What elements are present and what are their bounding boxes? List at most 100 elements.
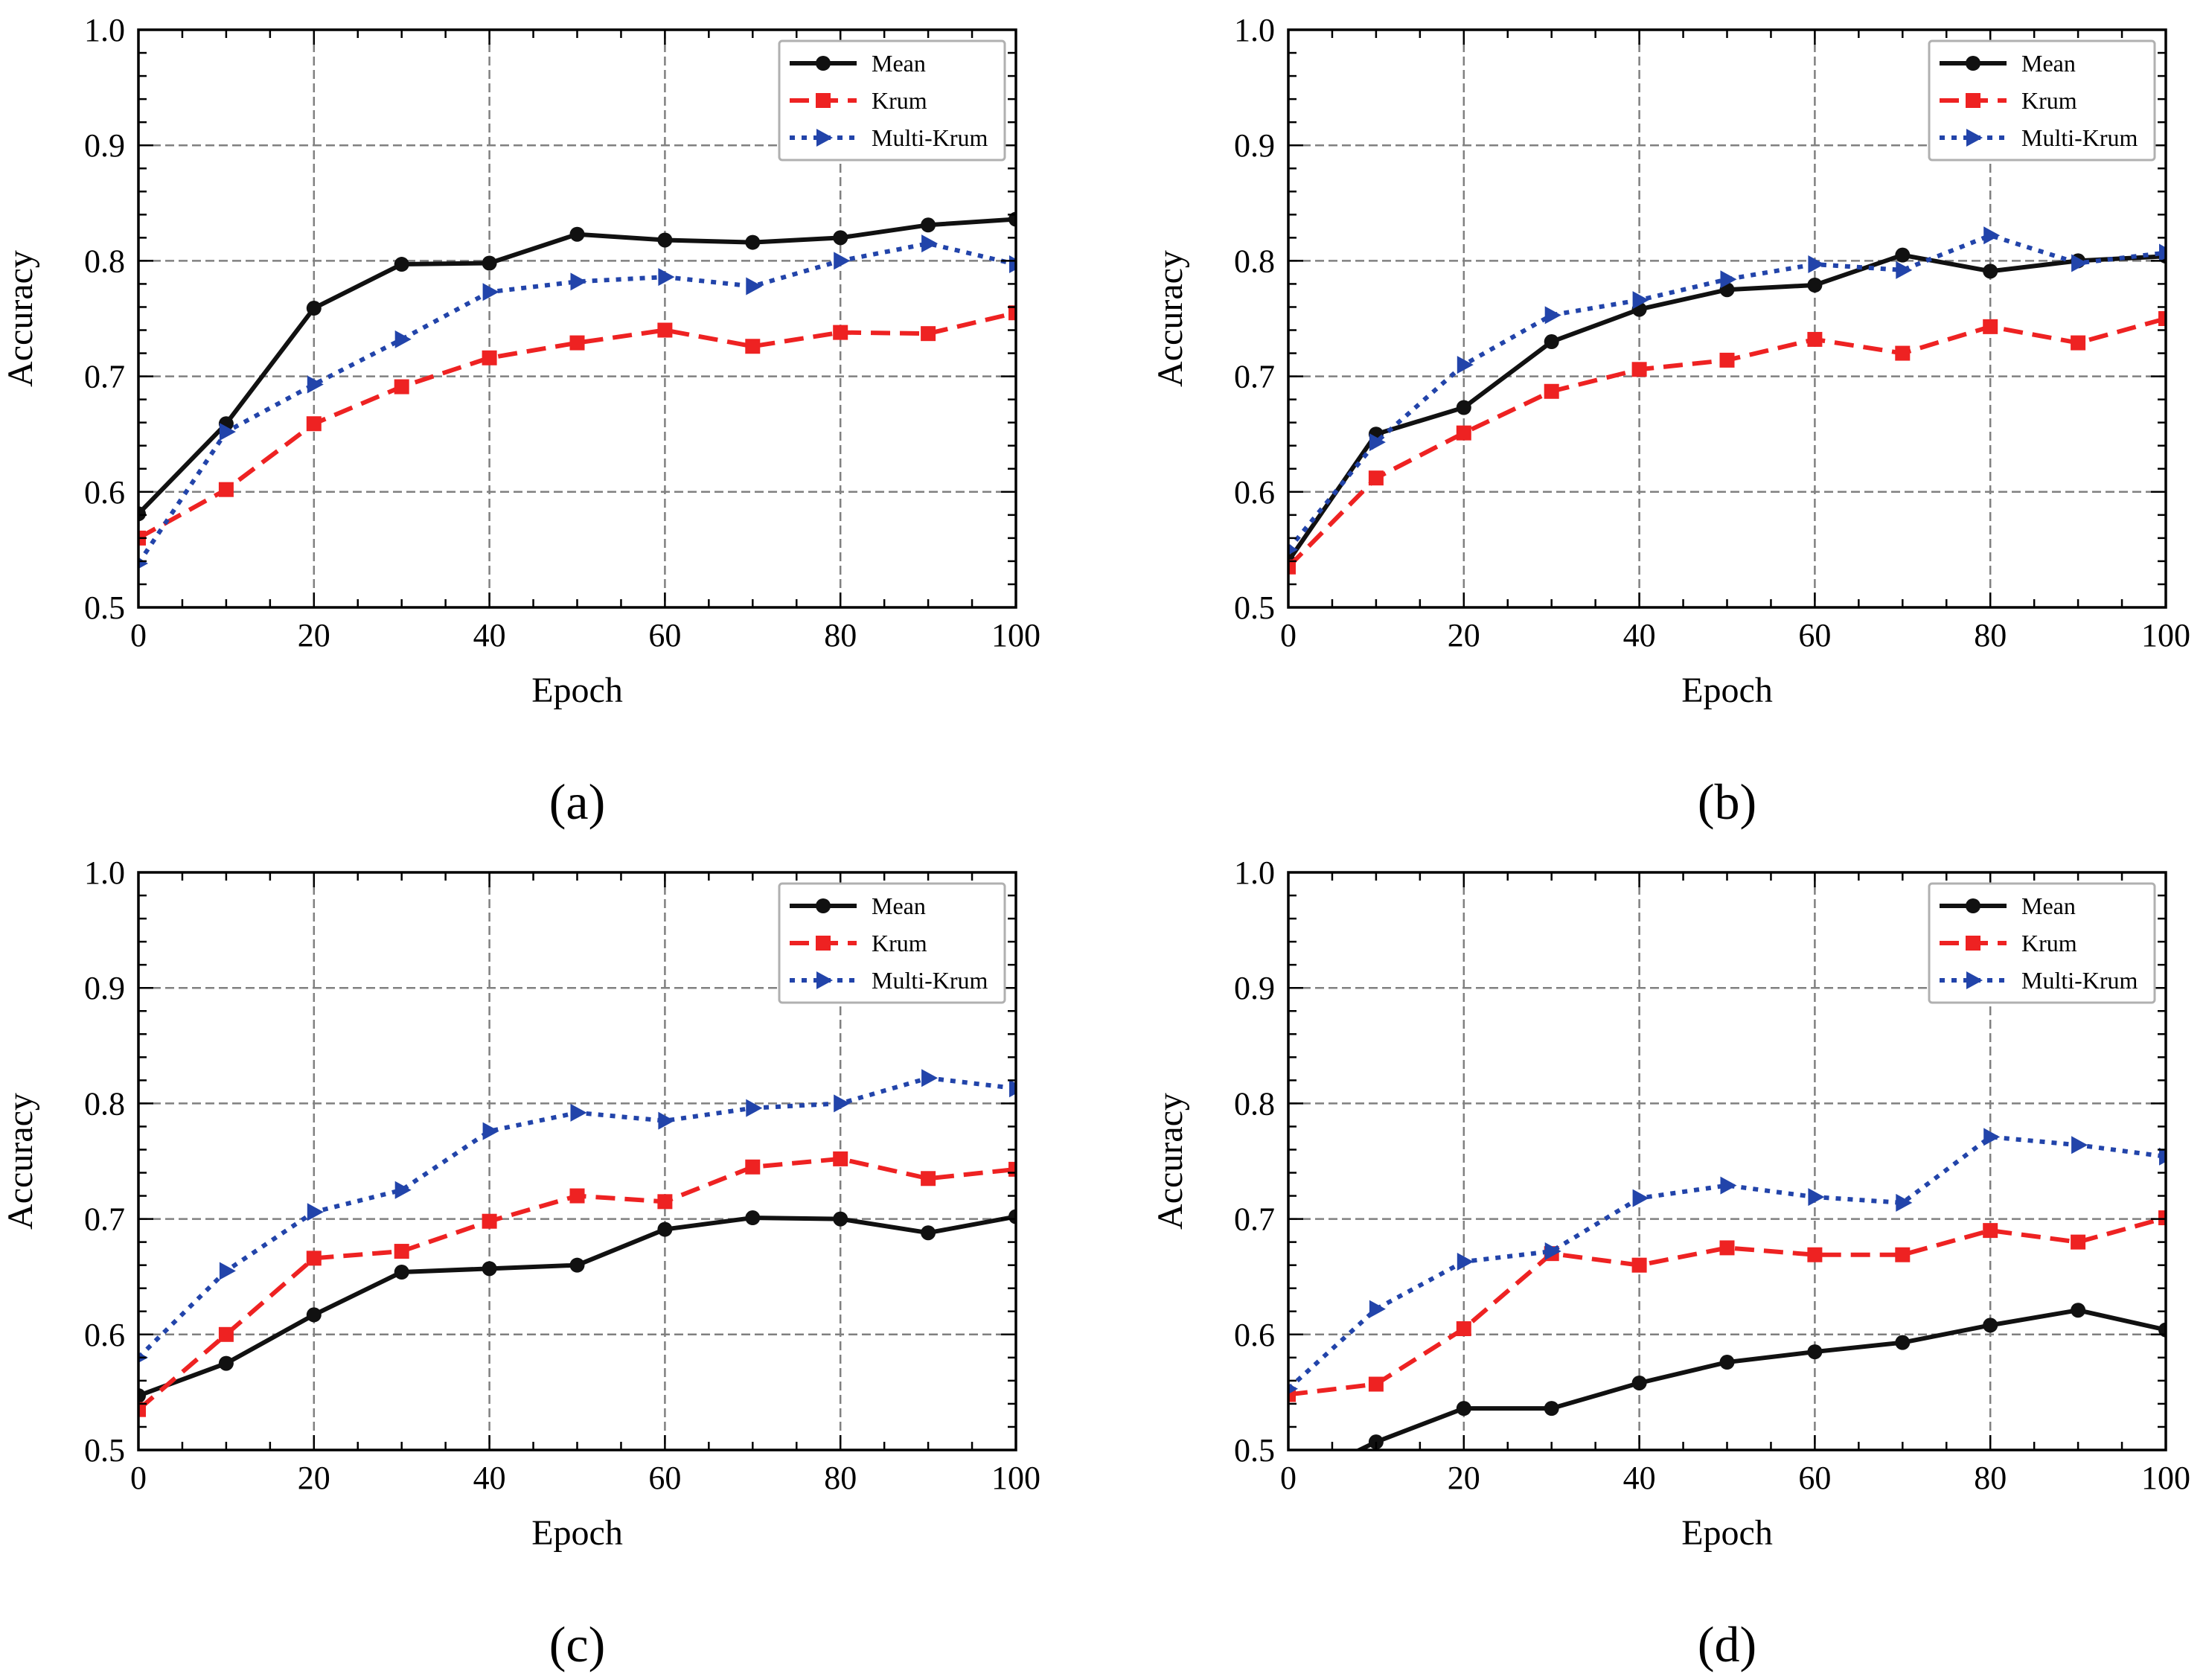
x-tick-label: 20 [1448, 617, 1480, 654]
data-point [1457, 356, 1474, 374]
legend-box [1928, 882, 2156, 1004]
data-point [1368, 470, 1384, 486]
data-point [921, 1069, 939, 1087]
y-axis-label: Accuracy [1, 250, 40, 387]
y-tick-label: 0.7 [1234, 359, 1275, 395]
data-point [1895, 1247, 1911, 1262]
data-point [394, 257, 409, 272]
data-point [1009, 1079, 1016, 1098]
data-point [1544, 1401, 1559, 1416]
y-tick-label: 0.5 [1234, 590, 1275, 626]
legend-label: Multi-Krum [872, 967, 988, 994]
x-tick-label: 0 [130, 1460, 147, 1496]
y-tick-label: 0.6 [84, 1317, 125, 1353]
data-point [306, 301, 322, 316]
legend-label: Multi-Krum [2021, 124, 2138, 151]
series-line [1288, 1216, 2166, 1397]
legend-marker [816, 129, 833, 147]
legend-marker [1966, 971, 1983, 989]
data-point [2071, 1303, 2086, 1318]
data-point [138, 506, 146, 522]
data-point [482, 1122, 499, 1140]
series-line [1288, 233, 2166, 552]
data-point [834, 1094, 851, 1113]
data-point [394, 379, 409, 395]
legend-marker [1966, 936, 1980, 951]
data-point [1544, 306, 1561, 325]
data-point [394, 1181, 412, 1199]
y-axis-label: Accuracy [1151, 1093, 1190, 1230]
data-point [833, 1211, 848, 1227]
data-point [658, 268, 675, 287]
x-tick-label: 80 [824, 617, 857, 654]
data-point [921, 1225, 936, 1241]
data-point [1983, 264, 1998, 279]
data-point [218, 482, 234, 497]
data-point [306, 416, 322, 432]
data-point [2071, 335, 2086, 351]
data-point [1807, 277, 1823, 293]
data-point [1008, 305, 1016, 321]
x-tick-label: 80 [1974, 1460, 2007, 1496]
data-point [657, 322, 673, 338]
legend-label: Mean [872, 892, 926, 919]
series-multi-krum [138, 234, 1016, 569]
data-point [2071, 1136, 2088, 1154]
x-tick-label: 0 [1280, 617, 1297, 654]
data-point [1288, 1383, 1298, 1394]
data-point [1631, 1375, 1647, 1390]
data-point [657, 1194, 673, 1210]
legend-label: Mean [2021, 50, 2076, 77]
y-tick-label: 0.6 [1234, 474, 1275, 511]
data-point [1368, 1376, 1384, 1392]
panel-label: (a) [549, 773, 605, 830]
data-point [569, 335, 585, 351]
series-krum [1288, 1210, 2166, 1402]
data-point [482, 350, 497, 365]
legend-marker [1966, 129, 1983, 147]
panel-label: (c) [549, 1616, 605, 1673]
legend-label: Mean [872, 50, 926, 77]
data-point [2158, 1210, 2166, 1226]
data-point [307, 375, 324, 394]
x-axis-label: Epoch [1681, 671, 1773, 710]
y-tick-label: 1.0 [84, 855, 125, 891]
x-tick-label: 100 [991, 617, 1040, 654]
series-line [1288, 252, 2166, 563]
legend-marker [816, 93, 831, 108]
data-point [657, 1221, 673, 1237]
series-multi-krum [1288, 226, 2166, 555]
data-point [1544, 1242, 1561, 1261]
data-point [658, 1111, 675, 1130]
legend-label: Multi-Krum [872, 124, 988, 151]
data-point [833, 325, 848, 340]
data-point [306, 1251, 322, 1266]
data-point [745, 1210, 761, 1226]
x-tick-label: 40 [473, 1460, 506, 1496]
series-krum [138, 1151, 1016, 1417]
data-point [1632, 1189, 1649, 1207]
data-point [394, 1244, 409, 1259]
data-point [570, 1103, 587, 1122]
x-tick-label: 80 [824, 1460, 857, 1496]
data-point [1719, 1240, 1735, 1256]
data-point [482, 255, 497, 271]
data-point [1456, 425, 1471, 441]
series-mean [1288, 247, 2166, 569]
data-point [833, 1151, 848, 1166]
data-point [745, 339, 761, 354]
data-point [2158, 311, 2166, 326]
legend-label: Krum [872, 930, 927, 956]
data-point [1983, 1223, 1998, 1239]
y-tick-label: 0.6 [1234, 1317, 1275, 1353]
y-tick-label: 1.0 [84, 12, 125, 48]
y-tick-label: 1.0 [1234, 855, 1275, 891]
data-point [1807, 1247, 1823, 1262]
x-tick-label: 0 [130, 617, 147, 654]
data-point [1456, 1321, 1471, 1337]
data-point [1456, 400, 1471, 415]
x-tick-label: 20 [298, 1460, 330, 1496]
series-multi-krum [1288, 1128, 2166, 1394]
data-point [394, 1264, 409, 1280]
